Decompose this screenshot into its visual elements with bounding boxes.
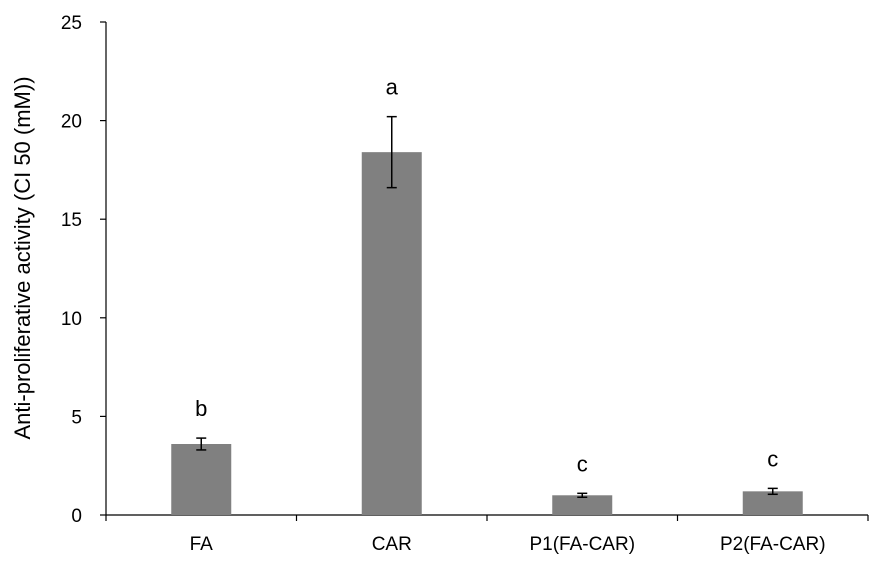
significance-label-4: c [767, 446, 778, 471]
y-tick-label: 25 [61, 13, 82, 34]
significance-label-1: b [195, 396, 207, 421]
significance-label-3: c [577, 451, 588, 476]
axes: 0 5 10 15 20 25 [61, 13, 869, 527]
labels: b FA a CAR c P1(FA-CAR) c P2(FA-CAR) [190, 75, 826, 555]
y-axis-title: Anti-proliferative activity (CI 50 (mM)) [10, 76, 35, 439]
x-category-label-3: P1(FA-CAR) [529, 534, 635, 555]
significance-label-2: a [386, 75, 399, 100]
bar-2 [361, 152, 422, 516]
x-category-label-1: FA [190, 534, 214, 555]
y-tick-label: 20 [61, 112, 82, 133]
bar-1 [171, 444, 232, 515]
y-tick-label: 10 [61, 309, 82, 330]
x-category-label-4: P2(FA-CAR) [720, 534, 826, 555]
y-tick-label: 15 [61, 210, 82, 231]
bars [171, 152, 803, 516]
bar-3 [552, 495, 613, 515]
error-bars [196, 115, 778, 499]
y-tick-label: 5 [71, 407, 82, 428]
x-category-label-2: CAR [372, 534, 412, 555]
y-tick-label: 0 [71, 506, 82, 527]
bar-4 [742, 491, 803, 515]
